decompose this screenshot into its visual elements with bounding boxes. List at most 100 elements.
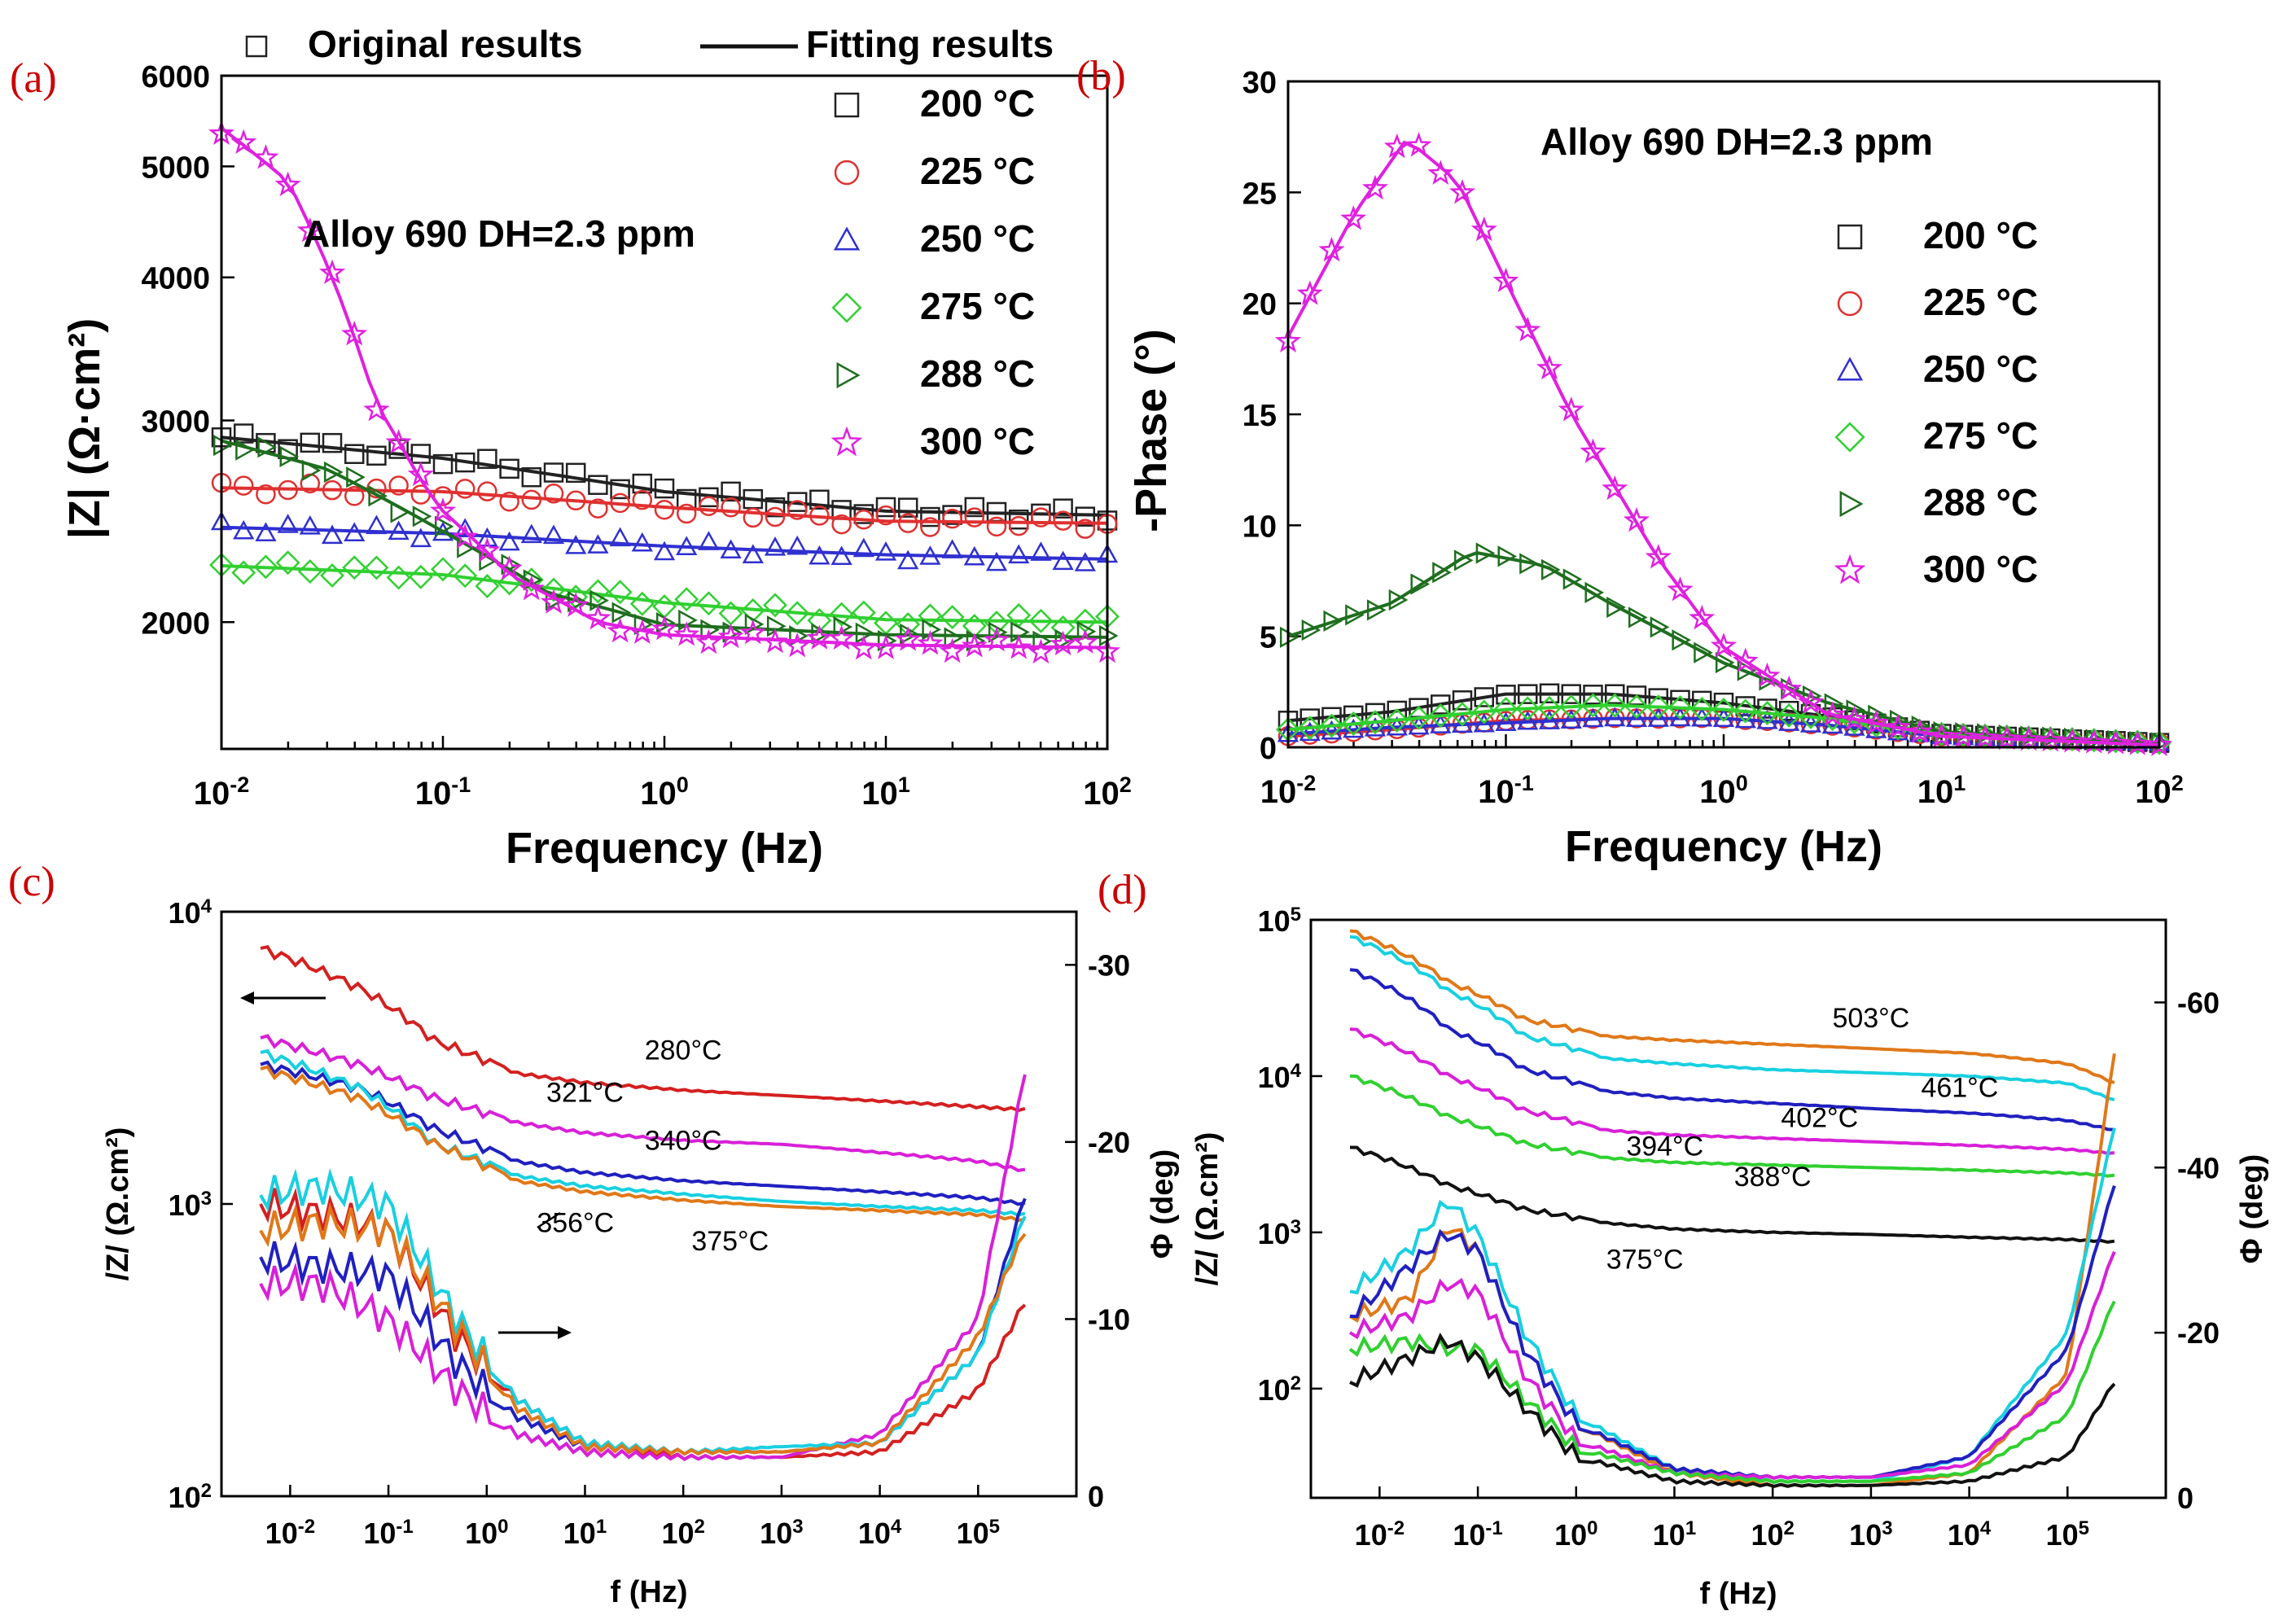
y2-tick-label: -30 bbox=[1088, 948, 1130, 982]
left-arrow-head bbox=[240, 991, 254, 1005]
impedance-line bbox=[1349, 968, 2115, 1132]
legend-entry: 288 °C bbox=[836, 352, 1035, 395]
data-point bbox=[1517, 710, 1539, 730]
data-point bbox=[1075, 506, 1096, 527]
curve-label: 375°C bbox=[1606, 1244, 1684, 1275]
data-point bbox=[875, 505, 896, 526]
data-point bbox=[587, 534, 609, 554]
x-tick-label: 102 bbox=[1751, 1517, 1794, 1552]
data-point bbox=[1868, 704, 1887, 726]
data-point bbox=[2058, 728, 2086, 753]
data-point bbox=[1470, 216, 1497, 242]
data-point bbox=[963, 545, 985, 566]
data-point bbox=[763, 593, 787, 618]
data-point bbox=[742, 544, 764, 564]
data-point bbox=[518, 575, 545, 601]
data-point bbox=[2015, 725, 2042, 751]
data-point bbox=[721, 497, 741, 518]
data-point bbox=[1755, 701, 1780, 725]
x-axis-label: Frequency (Hz) bbox=[506, 824, 823, 873]
data-point bbox=[611, 602, 632, 624]
data-point bbox=[322, 432, 343, 453]
legend-entry: 250 °C bbox=[833, 217, 1035, 260]
data-point bbox=[897, 513, 918, 533]
top-legend-marker bbox=[245, 35, 268, 58]
data-point bbox=[408, 564, 433, 589]
data-point bbox=[454, 479, 475, 499]
data-point bbox=[1626, 685, 1647, 706]
data-point bbox=[1712, 707, 1735, 728]
data-point bbox=[609, 527, 631, 547]
data-point bbox=[1799, 704, 1823, 729]
data-point bbox=[342, 555, 367, 580]
data-point bbox=[829, 602, 854, 627]
curve-label: 356°C bbox=[537, 1207, 614, 1238]
data-point bbox=[1006, 634, 1032, 659]
data-point bbox=[385, 429, 412, 454]
data-point bbox=[1296, 280, 1323, 305]
data-point bbox=[366, 514, 388, 535]
top-legend-label: Original results bbox=[308, 23, 582, 65]
x-tick-label: 100 bbox=[640, 773, 689, 812]
data-point bbox=[253, 554, 278, 580]
data-point bbox=[1495, 711, 1517, 732]
plot-frame bbox=[220, 74, 1109, 751]
y-tick-label: 103 bbox=[1258, 1215, 1301, 1250]
x-tick-label: 10-2 bbox=[194, 773, 250, 812]
data-point bbox=[1733, 698, 1758, 724]
y2-tick-label: -60 bbox=[2177, 986, 2220, 1019]
data-point bbox=[1405, 132, 1432, 157]
data-point bbox=[983, 626, 1010, 652]
data-point bbox=[388, 520, 410, 541]
data-point bbox=[1345, 604, 1365, 626]
panel-label: (a) bbox=[10, 55, 57, 102]
data-point bbox=[542, 524, 565, 545]
data-point bbox=[1732, 647, 1759, 672]
data-point bbox=[853, 510, 874, 530]
legend-entry: 300 °C bbox=[830, 420, 1035, 462]
x-tick-label: 102 bbox=[1083, 773, 1132, 812]
data-point bbox=[1604, 707, 1626, 727]
data-point bbox=[1053, 498, 1073, 519]
data-point bbox=[654, 499, 675, 520]
data-point bbox=[809, 545, 830, 565]
y-axis-label: /Z/ (Ω.cm²) bbox=[101, 1127, 135, 1281]
y-tick-label: 105 bbox=[1258, 904, 1301, 939]
data-point bbox=[1537, 695, 1562, 720]
legend-marker bbox=[831, 292, 862, 323]
data-point bbox=[498, 531, 520, 551]
x-tick-label: 104 bbox=[858, 1516, 902, 1551]
legend-label: 225 °C bbox=[1923, 281, 2038, 323]
x-tick-label: 103 bbox=[760, 1516, 803, 1551]
data-point bbox=[720, 539, 742, 559]
data-point bbox=[895, 626, 922, 651]
data-point bbox=[1361, 174, 1389, 200]
data-point bbox=[2037, 726, 2064, 752]
annotation: Alloy 690 DH=2.3 ppm bbox=[1540, 120, 1933, 163]
legend-marker bbox=[1834, 554, 1866, 584]
data-point bbox=[565, 490, 586, 511]
data-point bbox=[1819, 701, 1846, 726]
data-point bbox=[388, 475, 409, 496]
data-point bbox=[1605, 684, 1625, 705]
impedance-line bbox=[1349, 1027, 2115, 1156]
data-point bbox=[1475, 542, 1496, 564]
x-axis-label: f (Hz) bbox=[611, 1575, 688, 1609]
data-point bbox=[1993, 725, 2020, 751]
data-point bbox=[1519, 553, 1539, 575]
data-point bbox=[1562, 568, 1583, 590]
data-point bbox=[429, 497, 457, 523]
data-point bbox=[233, 475, 254, 496]
x-tick-label: 10-1 bbox=[415, 773, 471, 812]
panel-b: (b) 10-2 10-1 100 101 102 0 5 10 15 20 25 30 Frequenc… bbox=[1076, 53, 2184, 871]
data-point bbox=[1863, 709, 1890, 735]
data-point bbox=[1297, 716, 1322, 741]
data-point bbox=[1691, 707, 1713, 727]
data-point bbox=[1384, 708, 1409, 733]
data-point bbox=[1757, 698, 1777, 719]
legend-label: 275 °C bbox=[1923, 414, 2038, 457]
data-point bbox=[1606, 596, 1626, 619]
data-point bbox=[1363, 710, 1387, 735]
data-point bbox=[941, 539, 963, 558]
data-point bbox=[1340, 205, 1367, 230]
